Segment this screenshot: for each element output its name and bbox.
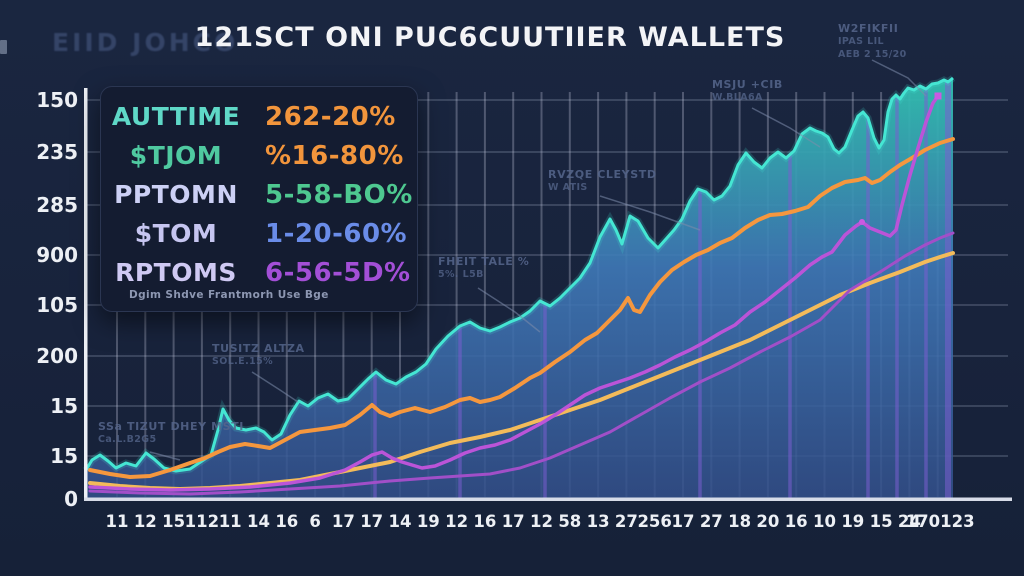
chart-annotation: TUSITZ ALTZA SOL.E.15% [212,342,305,369]
x-tick-label: 15 [162,512,186,531]
x-tick-label: 16 [275,512,299,531]
y-tick-label: 285 [36,193,78,217]
legend-panel: AUTTIME 262-20% $TJOM %16-80% PPTOMN 5-58-BO%… [100,86,418,312]
annotation-line: FHEIT TALE % [438,255,530,268]
annotation-line: TUSITZ ALTZA [212,342,305,355]
chart-annotation: RVZQE CLEYSTD W ATIS [548,168,657,195]
bottom-axis-line [84,497,1012,501]
chart-annotation: SSa TIZUT DHEY MSTI Ca.L.B2G5 [98,420,244,447]
legend-series-value: 5-58-BO% [265,179,413,210]
legend-row: PPTOMN 5-58-BO% [101,175,417,214]
legend-series-value: 262-20% [265,101,396,132]
x-tick-label: 17 [501,512,525,531]
x-tick-label: 11 [218,512,242,531]
legend-series-label: $TOM [134,219,218,248]
series-marker [934,92,942,100]
x-tick-label: 170123 [905,512,975,531]
legend-series-value: %16-80% [265,140,404,171]
teal-line [84,76,954,473]
legend-series-value: 6-56-5D% [265,257,411,288]
annotation-line: AEB 2 15/20 [838,48,907,60]
y-tick-label: 150 [36,88,78,112]
x-tick-label: 12 [530,512,553,531]
annotation-line: Ca.L.B2G5 [98,434,157,446]
x-tick-label: 20 [756,512,780,531]
legend-footer: Dgim Shdve Frantmorh Use Bge [129,289,329,301]
chart-annotation: W2FIKFII IPAS LIL AEB 2 15/20 [838,22,907,61]
edge-artifact [0,40,7,54]
watermark-text: EIID JOHCO [52,28,239,57]
x-tick-label: 15 [869,512,893,531]
annotation-line: W.BLA6A [712,92,763,104]
series-marker [859,219,865,225]
magenta-upper-line [88,94,940,492]
legend-series-label: AUTTIME [111,102,241,131]
x-tick-label: 112 [184,512,220,531]
x-tick-label: 27 [614,512,638,531]
x-tick-label: 17 [671,512,695,531]
x-tick-label: 19 [416,512,440,531]
x-tick-label: 12 [445,512,469,531]
x-tick-label: 10 [813,512,836,531]
x-tick-label: 17 [360,512,384,531]
x-tick-label: 13 [586,512,610,531]
legend-series-label: PPTOMN [114,180,238,209]
annotation-line: IPAS LIL [838,36,884,48]
annotation-line: 5%. L5B [438,269,484,281]
left-axis-line [84,88,88,500]
annotation-line: W ATIS [548,182,588,194]
legend-series-value: 1-20-60% [265,218,408,249]
legend-row: $TJOM %16-80% [101,136,417,175]
x-tick-label: 24 [897,512,921,531]
orange-upper-line [88,137,955,479]
legend-row: RPTOMS 6-56-5D% [101,253,417,292]
legend-series-label: $TJOM [129,141,223,170]
legend-series-label: RPTOMS [115,258,237,287]
y-tick-label: 200 [36,344,78,368]
chart-title: 121SCT ONI PUC6CUUTIIER WALLETS [194,22,786,53]
y-tick-label: 235 [36,140,78,164]
x-tick-label: 27 [699,512,723,531]
annotation-line: SOL.E.15% [212,356,274,368]
annotation-line: SSa TIZUT DHEY MSTI [98,420,244,433]
x-tick-label: 11 [105,512,129,531]
legend-row: $TOM 1-20-60% [101,214,417,253]
x-tick-label: 256 [637,512,672,531]
annotation-line: W2FIKFII [838,22,899,35]
x-tick-label: 18 [728,512,752,531]
x-tick-label: 58 [558,512,582,531]
magenta-lower-line [88,231,955,496]
x-tick-label: 16 [784,512,808,531]
teal-area [86,78,953,500]
y-tick-label: 900 [36,243,78,267]
annotation-line: RVZQE CLEYSTD [548,168,657,181]
legend-row: AUTTIME 262-20% [101,97,417,136]
chart-annotation: MSJU +CIB W.BLA6A [712,78,783,105]
y-tick-label: 15 [50,444,78,468]
x-tick-label: 19 [841,512,865,531]
y-tick-label: 15 [50,394,78,418]
chart-annotation: FHEIT TALE % 5%. L5B [438,255,529,282]
x-tick-label: 6 [309,512,321,531]
annotation-line: MSJU +CIB [712,78,783,91]
y-tick-label: 105 [36,293,78,317]
x-tick-label: 14 [247,512,270,531]
x-tick-label: 14 [388,512,412,531]
x-tick-label: 12 [133,512,157,531]
x-tick-label: 16 [473,512,497,531]
x-tick-label: 17 [331,512,355,531]
y-tick-label: 0 [64,487,78,511]
legend-rows: AUTTIME 262-20% $TJOM %16-80% PPTOMN 5-58-BO%… [101,97,417,292]
